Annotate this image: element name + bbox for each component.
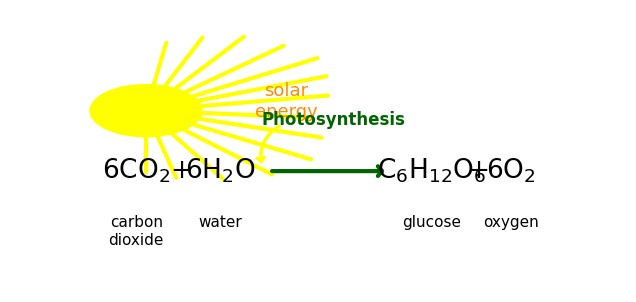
Text: $\mathregular{C_6H_{12}O_6}$: $\mathregular{C_6H_{12}O_6}$ [377, 157, 487, 185]
Text: $\mathregular{6CO_2}$: $\mathregular{6CO_2}$ [102, 157, 170, 185]
Text: $\mathregular{+}$: $\mathregular{+}$ [467, 158, 488, 184]
Text: $\mathregular{6H_2O}$: $\mathregular{6H_2O}$ [184, 157, 255, 185]
Text: Photosynthesis: Photosynthesis [261, 111, 405, 129]
Text: solar
energy: solar energy [255, 82, 318, 121]
Text: oxygen: oxygen [483, 215, 539, 230]
Text: $\mathregular{6O_2}$: $\mathregular{6O_2}$ [486, 157, 536, 185]
Text: glucose: glucose [403, 215, 462, 230]
Text: water: water [198, 215, 242, 230]
Text: carbon
dioxide: carbon dioxide [109, 215, 164, 248]
Text: $\mathregular{+}$: $\mathregular{+}$ [170, 158, 191, 184]
Circle shape [89, 84, 203, 137]
